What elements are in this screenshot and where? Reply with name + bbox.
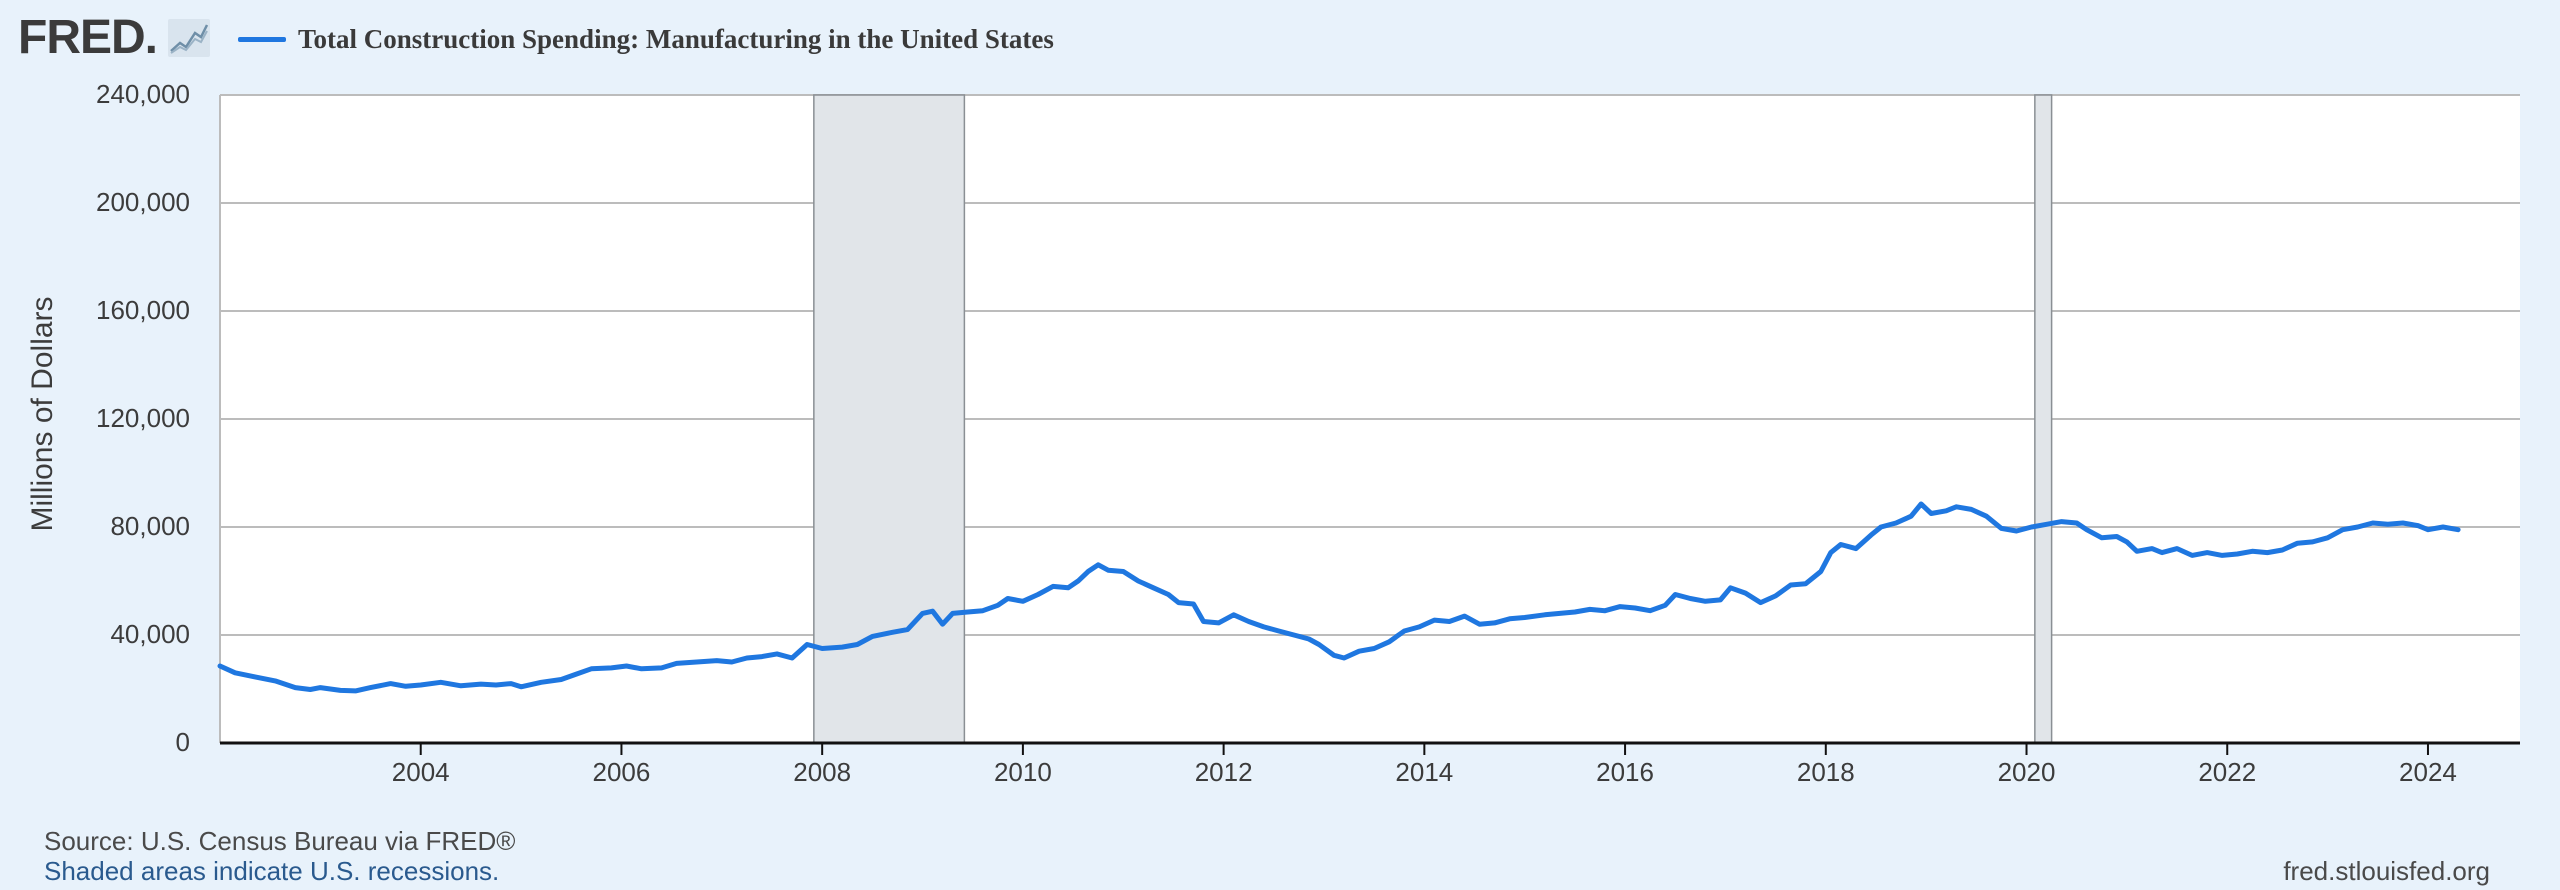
fred-logo[interactable]: FRED . [18,11,211,64]
x-tick-label: 2012 [1195,757,1253,787]
series-line[interactable] [217,501,2461,694]
x-tick-label: 2004 [392,757,450,787]
x-tick-label: 2006 [593,757,651,787]
gridlines [220,94,2520,636]
x-tick-label: 2016 [1596,757,1654,787]
y-tick-label: 120,000 [96,403,190,433]
series-layer [217,501,2461,694]
legend-series-swatch [238,37,286,42]
x-tick-label: 2014 [1395,757,1453,787]
tick-labels: 0 40,000 80,000 120,000 160,000 200,000 240,00… [26,79,2457,787]
y-tick-label: 200,000 [96,187,190,217]
x-tick-label: 2018 [1797,757,1855,787]
y-tick-label: 40,000 [110,619,190,649]
y-tick-label: 160,000 [96,295,190,325]
fred-logo-dot: . [144,11,159,64]
x-tick-label: 2008 [793,757,851,787]
recession-note-link[interactable]: Shaded areas indicate U.S. recessions. [44,856,500,886]
y-tick-label: 80,000 [110,511,190,541]
axes [219,95,2520,755]
chart-legend: Total Construction Spending: Manufacturi… [238,24,1054,55]
site-url[interactable]: fred.stlouisfed.org [2283,856,2490,886]
recession-band [2034,94,2053,744]
source-note: Source: U.S. Census Bureau via FRED® [44,826,516,856]
legend-series-label[interactable]: Total Construction Spending: Manufacturi… [298,24,1054,54]
chart-footer-notes: Source: U.S. Census Bureau via FRED® Sha… [44,826,515,886]
y-tick-label: 240,000 [96,79,190,109]
fred-logo-text: FRED [18,11,146,64]
y-tick-label: 0 [176,727,190,757]
chart-trend-icon [168,19,211,57]
recession-bands [813,94,2053,744]
x-tick-label: 2022 [2198,757,2256,787]
x-tick-label: 2010 [994,757,1052,787]
x-tick-label: 2024 [2399,757,2457,787]
x-tick-label: 2020 [1998,757,2056,787]
y-axis-label: Millions of Dollars [26,296,59,531]
